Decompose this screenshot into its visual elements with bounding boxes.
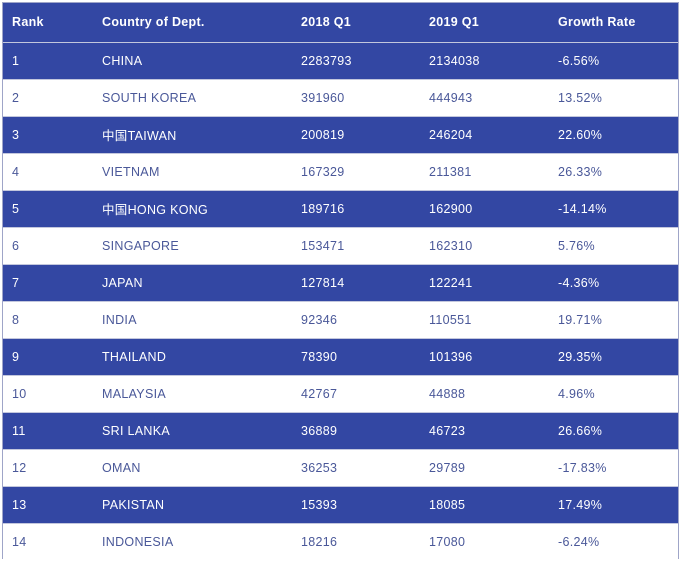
cell-rank: 2 [12, 90, 20, 105]
cell-2018-q1: 127814 [301, 275, 345, 290]
cell-2018-q1: 167329 [301, 164, 345, 179]
cell-rank: 10 [12, 386, 27, 401]
header-country: Country of Dept. [102, 15, 205, 30]
cell-country: INDIA [102, 312, 137, 327]
table-row: 6 SINGAPORE 153471 162310 5.76% [3, 227, 678, 264]
cell-country: CHINA [102, 53, 143, 68]
cell-rank: 5 [12, 201, 20, 216]
table-row: 12 OMAN 36253 29789 -17.83% [3, 449, 678, 486]
cell-growth-rate: -4.36% [558, 275, 600, 290]
header-row: Rank Country of Dept. 2018 Q1 2019 Q1 Gr… [3, 3, 678, 42]
cell-growth-rate: 13.52% [558, 90, 603, 105]
cell-rank: 11 [12, 423, 26, 438]
cell-growth-rate: 22.60% [558, 127, 603, 142]
cell-2019-q1: 17080 [429, 534, 466, 549]
cell-rank: 12 [12, 460, 27, 475]
table-row: 4 VIETNAM 167329 211381 26.33% [3, 153, 678, 190]
cell-rank: 1 [12, 53, 20, 68]
cell-2018-q1: 189716 [301, 201, 345, 216]
cell-rank: 7 [12, 275, 20, 290]
cell-2019-q1: 101396 [429, 349, 473, 364]
cell-growth-rate: 29.35% [558, 349, 603, 364]
cell-growth-rate: -14.14% [558, 201, 607, 216]
cell-growth-rate: 17.49% [558, 497, 603, 512]
cell-country: JAPAN [102, 275, 143, 290]
table-row: 9 THAILAND 78390 101396 29.35% [3, 338, 678, 375]
table-header: Rank Country of Dept. 2018 Q1 2019 Q1 Gr… [3, 3, 678, 42]
cell-2018-q1: 2283793 [301, 53, 352, 68]
cell-country: PAKISTAN [102, 497, 165, 512]
cell-2019-q1: 444943 [429, 90, 473, 105]
cell-rank: 14 [12, 534, 27, 549]
table-row: 8 INDIA 92346 110551 19.71% [3, 301, 678, 338]
cell-2018-q1: 36889 [301, 423, 338, 438]
cell-country: 中国HONG KONG [102, 203, 209, 217]
cell-2018-q1: 92346 [301, 312, 338, 327]
cell-country: MALAYSIA [102, 386, 166, 401]
cell-2019-q1: 2134038 [429, 53, 480, 68]
cell-growth-rate: 5.76% [558, 238, 595, 253]
table-row: 10 MALAYSIA 42767 44888 4.96% [3, 375, 678, 412]
cell-2019-q1: 110551 [429, 312, 472, 327]
cell-rank: 13 [12, 497, 27, 512]
header-2018-q1: 2018 Q1 [301, 15, 352, 30]
table-row: 13 PAKISTAN 15393 18085 17.49% [3, 486, 678, 523]
table-row: 14 INDONESIA 18216 17080 -6.24% [3, 523, 678, 560]
cell-2019-q1: 246204 [429, 127, 473, 142]
cell-country: OMAN [102, 460, 141, 475]
cell-2018-q1: 36253 [301, 460, 338, 475]
cell-growth-rate: 19.71% [558, 312, 603, 327]
cell-2019-q1: 29789 [429, 460, 466, 475]
table-row: 3 中国TAIWAN 200819 246204 22.60% [3, 116, 678, 153]
cell-2019-q1: 18085 [429, 497, 466, 512]
table-row: 1 CHINA 2283793 2134038 -6.56% [3, 42, 678, 79]
table-row: 2 SOUTH KOREA 391960 444943 13.52% [3, 79, 678, 116]
cell-rank: 9 [12, 349, 20, 364]
cell-growth-rate: -17.83% [558, 460, 607, 475]
table-row: 11 SRI LANKA 36889 46723 26.66% [3, 412, 678, 449]
table-row: 7 JAPAN 127814 122241 -4.36% [3, 264, 678, 301]
cell-2019-q1: 162310 [429, 238, 473, 253]
cell-rank: 3 [12, 127, 20, 142]
cell-rank: 6 [12, 238, 20, 253]
cell-2018-q1: 391960 [301, 90, 345, 105]
cell-2018-q1: 15393 [301, 497, 338, 512]
cell-country: SINGAPORE [102, 238, 180, 253]
cell-country: SRI LANKA [102, 423, 171, 438]
cell-2019-q1: 44888 [429, 386, 466, 401]
ranking-table: Rank Country of Dept. 2018 Q1 2019 Q1 Gr… [3, 3, 678, 560]
table-row: 5 中国HONG KONG 189716 162900 -14.14% [3, 190, 678, 227]
header-growth-rate: Growth Rate [558, 15, 636, 30]
cell-country: SOUTH KOREA [102, 90, 197, 105]
cell-growth-rate: 26.33% [558, 164, 603, 179]
cell-growth-rate: 26.66% [558, 423, 603, 438]
cell-2019-q1: 162900 [429, 201, 473, 216]
cell-rank: 4 [12, 164, 20, 179]
cell-2019-q1: 211381 [429, 164, 472, 179]
cell-country: THAILAND [102, 349, 167, 364]
cell-2018-q1: 78390 [301, 349, 338, 364]
cell-growth-rate: -6.24% [558, 534, 600, 549]
cell-2018-q1: 153471 [301, 238, 345, 253]
cell-rank: 8 [12, 312, 20, 327]
header-rank: Rank [12, 15, 44, 30]
header-2019-q1: 2019 Q1 [429, 15, 480, 30]
table-body: 1 CHINA 2283793 2134038 -6.56% 2 SOUTH KOREA 39… [3, 42, 678, 560]
cell-2018-q1: 200819 [301, 127, 345, 142]
cell-2019-q1: 122241 [429, 275, 473, 290]
cell-growth-rate: 4.96% [558, 386, 595, 401]
cell-2018-q1: 18216 [301, 534, 338, 549]
cell-2018-q1: 42767 [301, 386, 338, 401]
cell-country: INDONESIA [102, 534, 174, 549]
cell-growth-rate: -6.56% [558, 53, 600, 68]
cell-country: VIETNAM [102, 164, 160, 179]
cell-2019-q1: 46723 [429, 423, 466, 438]
cell-country: 中国TAIWAN [102, 129, 177, 143]
